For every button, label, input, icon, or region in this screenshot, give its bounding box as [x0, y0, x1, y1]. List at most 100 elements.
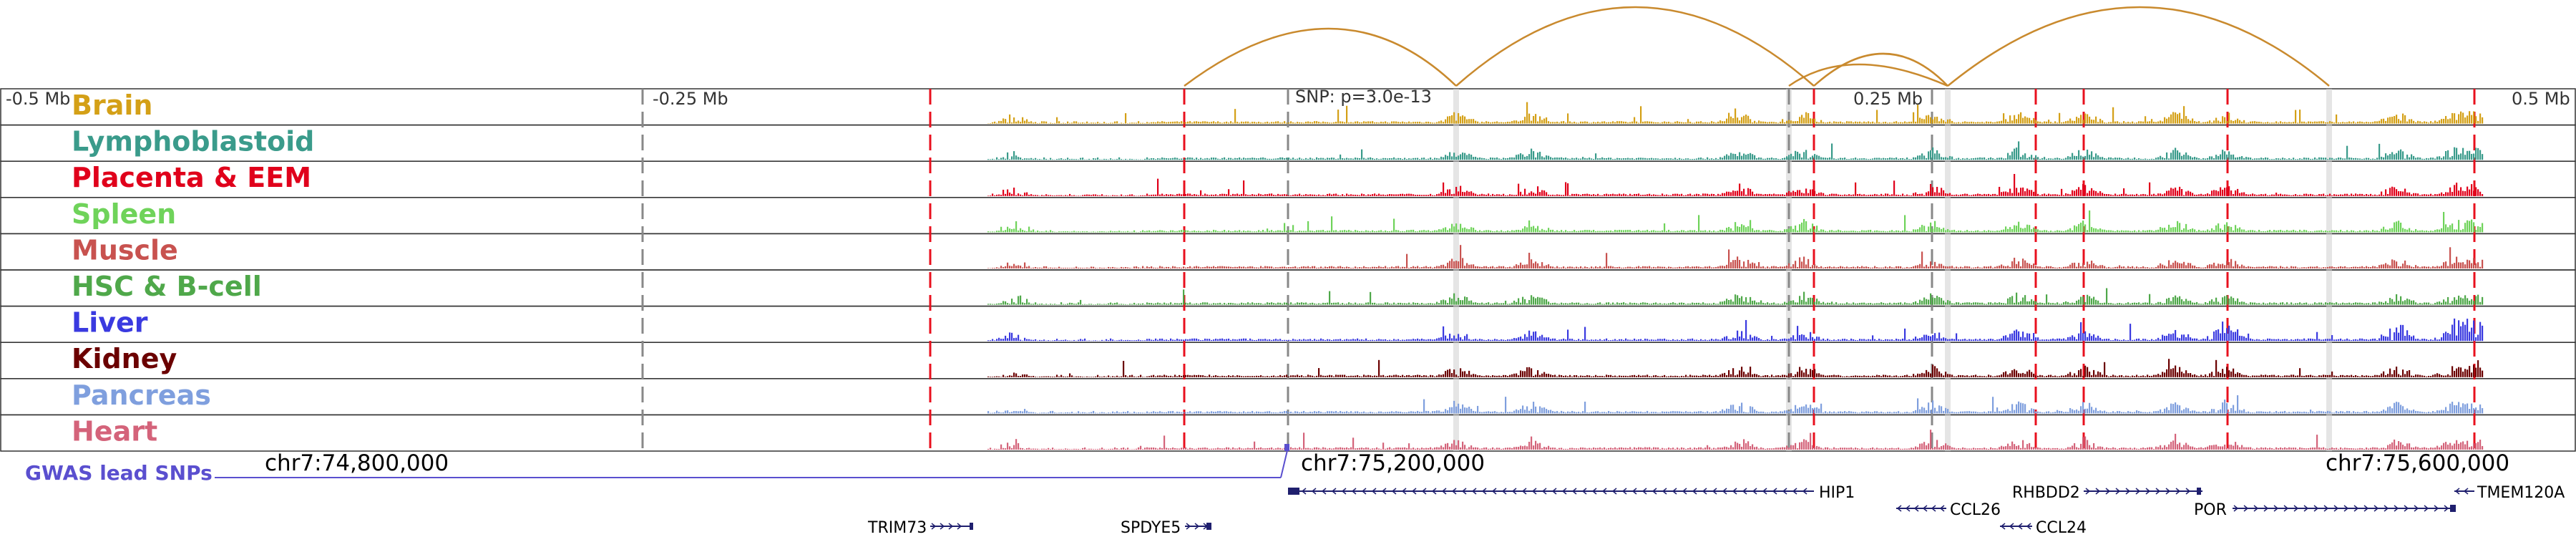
- signal-bar: [1631, 231, 1634, 233]
- signal-bar: [1400, 122, 1402, 124]
- signal-bar: [1063, 159, 1065, 160]
- signal-bar: [2164, 303, 2166, 305]
- signal-bar: [1447, 116, 1449, 124]
- signal-bar: [1020, 194, 1022, 196]
- signal-bar: [2132, 121, 2134, 124]
- signal-bar: [1202, 267, 1204, 268]
- signal-bar: [1898, 122, 1900, 124]
- signal-bar: [1204, 338, 1206, 342]
- signal-bar: [2177, 221, 2179, 233]
- signal-bar: [1127, 195, 1129, 196]
- signal-bar: [2209, 301, 2211, 305]
- signal-bar: [1290, 121, 1292, 124]
- signal-bar: [2374, 194, 2376, 196]
- signal-bar: [1464, 192, 1466, 196]
- signal-bar: [2087, 193, 2089, 196]
- signal-bar: [2436, 156, 2439, 160]
- signal-bar: [2415, 339, 2417, 342]
- signal-bar: [1451, 338, 1453, 342]
- signal-bar: [1754, 263, 1756, 268]
- signal-bar: [1930, 117, 1932, 124]
- signal-bar: [1318, 158, 1320, 160]
- signal-bar: [1176, 121, 1179, 124]
- signal-bar: [1299, 339, 1301, 342]
- signal-bar: [1900, 158, 1902, 160]
- signal-bar: [2387, 229, 2389, 233]
- signal-bar: [1430, 303, 1432, 305]
- signal-bar: [1035, 122, 1037, 124]
- signal-bar: [2241, 156, 2243, 160]
- signal-bar: [1949, 193, 1951, 196]
- signal-bar: [1868, 159, 1870, 160]
- signal-bar: [2479, 226, 2482, 233]
- signal-bar: [2011, 228, 2014, 233]
- signal-bar: [1777, 194, 1780, 196]
- signal-bar: [1816, 121, 1818, 124]
- signal-bar: [1810, 297, 1812, 305]
- signal-bar: [1011, 299, 1013, 305]
- signal-bar: [1595, 195, 1597, 196]
- signal-bar: [1835, 193, 1838, 196]
- signal-bar: [1865, 266, 1868, 268]
- signal-bar: [1558, 231, 1561, 233]
- signal-bar: [1855, 339, 1857, 342]
- signal-bar: [1704, 303, 1707, 305]
- signal-bar: [1148, 376, 1151, 377]
- signal-bar: [1022, 158, 1024, 160]
- signal-bar: [1829, 266, 1831, 268]
- signal-bar: [2348, 231, 2351, 233]
- signal-bar: [1224, 193, 1226, 196]
- signal-bar: [1479, 122, 1481, 124]
- signal-bar: [1228, 230, 1230, 233]
- signal-bar: [2404, 260, 2406, 268]
- signal-bar: [2398, 221, 2400, 233]
- signal-bar: [2308, 121, 2310, 124]
- signal-bar: [2037, 157, 2039, 160]
- signal-bar: [1902, 122, 1904, 124]
- signal-bar: [2327, 266, 2329, 268]
- signal-bar: [1333, 193, 1335, 196]
- signal-bar: [1078, 195, 1080, 196]
- signal-bar: [1513, 120, 1516, 124]
- signal-bar: [1361, 339, 1363, 342]
- signal-bar: [1084, 194, 1086, 196]
- signal-bar: [1355, 194, 1357, 196]
- signal-bar: [1211, 266, 1213, 268]
- signal-bar: [1402, 159, 1404, 160]
- signal-bar: [2155, 158, 2157, 160]
- signal-bar: [2005, 266, 2007, 268]
- signal-bar: [1468, 339, 1470, 342]
- signal-bar: [2336, 230, 2338, 233]
- signal-bar: [2245, 231, 2248, 233]
- signal-bar: [1288, 339, 1290, 342]
- signal-bar: [2321, 230, 2323, 233]
- signal-bar: [1850, 195, 1853, 196]
- signal-bar: [1121, 231, 1123, 233]
- signal-bar: [1835, 302, 1838, 305]
- signal-bar: [1614, 122, 1616, 124]
- signal-bar: [1312, 340, 1314, 342]
- signal-bar: [1773, 158, 1775, 160]
- signal-bar: [2482, 194, 2484, 196]
- signal-bar: [2127, 158, 2129, 160]
- signal-bar: [1329, 231, 1331, 233]
- signal-bar: [1805, 337, 1807, 342]
- signal-bar: [1977, 122, 1979, 124]
- signal-bar: [1541, 156, 1543, 160]
- signal-bar: [2230, 120, 2233, 124]
- signal-bar: [1520, 302, 1522, 305]
- signal-bar: [1194, 230, 1196, 233]
- signal-bar: [1685, 340, 1687, 342]
- signal-bar: [2091, 119, 2093, 124]
- signal-bar: [1028, 122, 1030, 124]
- signal-bar: [1844, 158, 1846, 160]
- signal-bar: [1999, 231, 2001, 233]
- signal-bar: [2245, 157, 2248, 160]
- signal-bar: [2419, 121, 2421, 124]
- signal-bar: [2076, 189, 2078, 196]
- signal-bar: [1904, 328, 1906, 342]
- signal-bar: [1039, 339, 1041, 342]
- signal-bar: [1689, 303, 1692, 305]
- signal-bar: [1423, 158, 1425, 160]
- signal-bar: [2447, 333, 2449, 342]
